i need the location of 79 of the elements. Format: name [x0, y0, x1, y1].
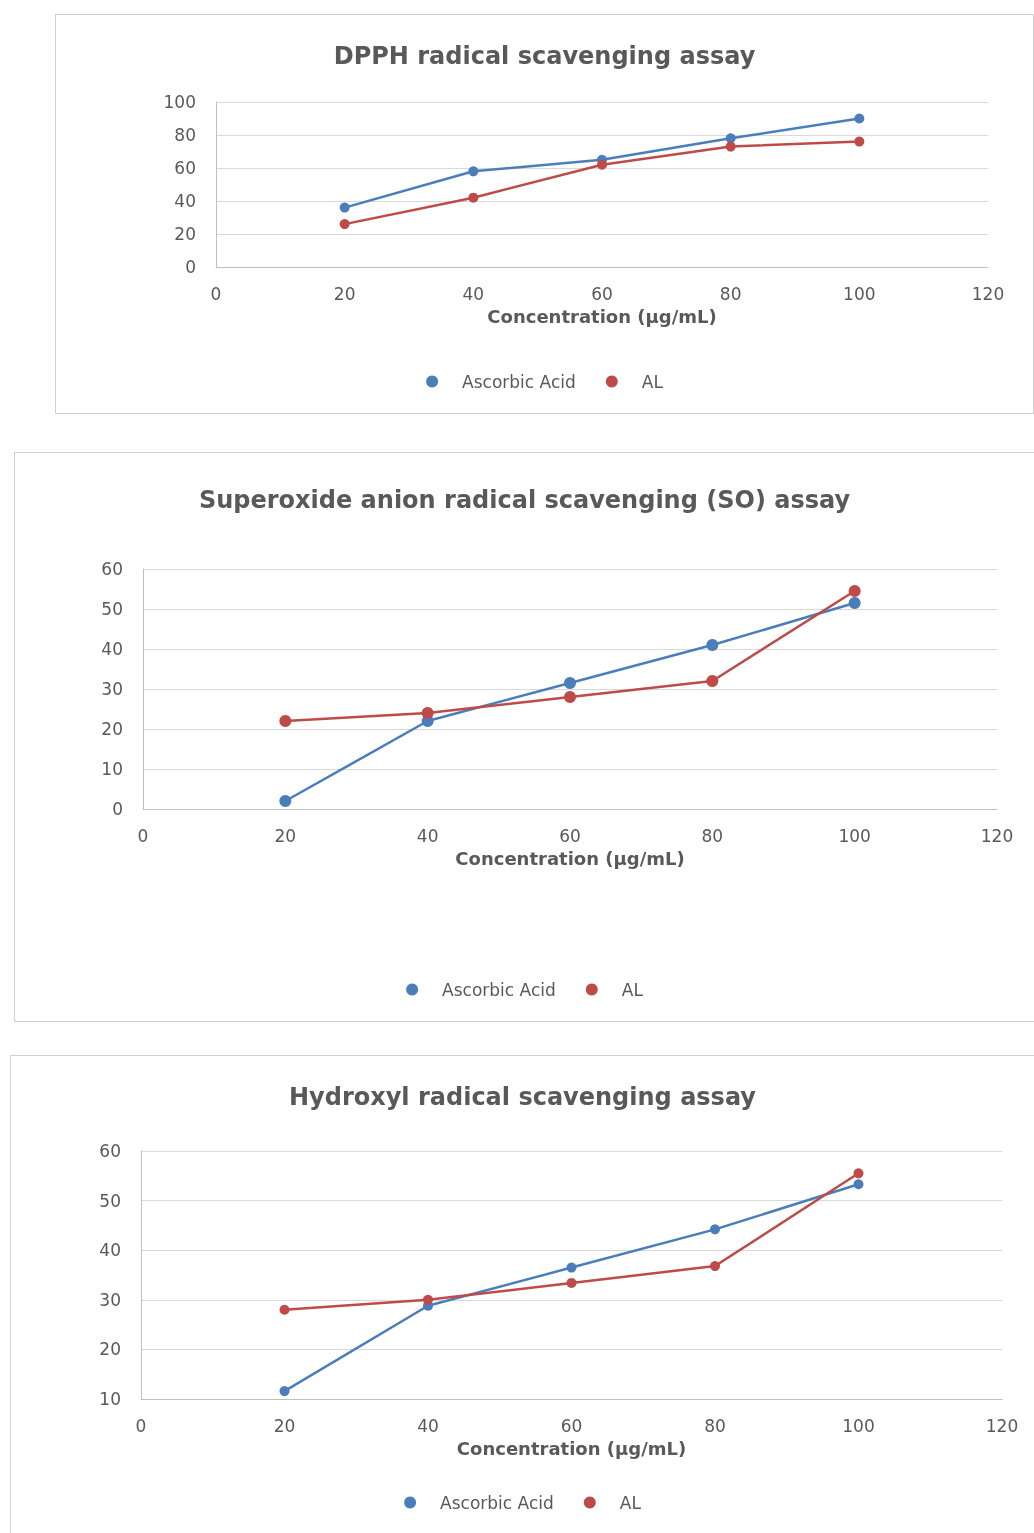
x-tick-label: 40: [462, 283, 485, 304]
legend-label: Ascorbic Acid: [462, 371, 576, 392]
point: [564, 691, 576, 703]
y-tick-label: 50: [101, 599, 123, 619]
y-tick-label: 10: [101, 759, 123, 779]
chart-title: DPPH radical scavenging assay: [333, 42, 756, 70]
x-tick-label: 20: [273, 1415, 296, 1436]
x-tick-label: 120: [985, 1415, 1019, 1436]
x-tick-label: 100: [838, 825, 871, 846]
point: [566, 1262, 577, 1273]
y-tick-label: 0: [185, 257, 196, 277]
x-axis-title: Concentration (µg/mL): [455, 847, 685, 869]
y-tick-label: 30: [101, 679, 123, 699]
point: [706, 639, 719, 651]
x-tick-label: 20: [274, 825, 297, 846]
y-tick-label: 60: [101, 559, 123, 579]
chart-title: Superoxide anion radical scavenging (SO) assay: [198, 486, 851, 514]
y-tick-label: 0: [112, 799, 123, 819]
chart-title: Hydroxyl radical scavenging assay: [289, 1083, 757, 1111]
legend-label: Ascorbic Acid: [440, 1492, 554, 1513]
point: [853, 1179, 864, 1190]
y-tick-label: 20: [174, 224, 196, 244]
point: [710, 1261, 720, 1272]
x-tick-label: 100: [843, 283, 876, 304]
y-tick-label: 30: [99, 1289, 121, 1310]
x-tick-label: 60: [591, 283, 613, 304]
point: [725, 133, 736, 144]
y-tick-label: 80: [174, 125, 196, 145]
x-tick-label: 0: [135, 1415, 147, 1436]
legend-label: AL: [641, 371, 664, 392]
x-tick-label: 80: [704, 1415, 726, 1436]
x-axis-title: Concentration (µg/mL): [487, 305, 717, 327]
legend-label: AL: [619, 1492, 642, 1513]
x-axis-title: Concentration (µg/mL): [456, 1437, 687, 1459]
point: [421, 707, 434, 719]
y-tick-label: 60: [174, 158, 196, 178]
x-tick-label: 0: [137, 825, 149, 846]
y-tick-label: 60: [99, 1141, 121, 1161]
y-tick-label: 40: [174, 191, 196, 211]
point: [468, 192, 479, 203]
y-tick-label: 20: [101, 719, 123, 739]
x-tick-label: 40: [416, 825, 439, 846]
x-tick-label: 120: [971, 283, 1005, 304]
point: [597, 159, 607, 170]
x-tick-label: 60: [559, 825, 581, 846]
point: [854, 113, 865, 124]
point: [706, 675, 719, 687]
x-tick-label: 120: [980, 825, 1014, 846]
point: [854, 136, 865, 147]
y-tick-label: 10: [99, 1389, 121, 1409]
point: [566, 1277, 577, 1288]
y-tick-label: 40: [101, 639, 123, 659]
point: [468, 166, 479, 177]
point: [339, 202, 350, 213]
y-tick-label: 50: [99, 1190, 121, 1211]
point: [279, 1386, 290, 1397]
point: [853, 1168, 864, 1179]
x-tick-label: 0: [210, 283, 222, 304]
x-tick-label: 20: [333, 283, 356, 304]
point: [279, 715, 292, 727]
point: [710, 1224, 720, 1235]
y-tick-label: 20: [99, 1339, 121, 1360]
point: [848, 597, 861, 609]
x-tick-label: 100: [842, 1415, 875, 1436]
y-tick-label: 100: [163, 92, 196, 112]
x-tick-label: 80: [701, 825, 724, 846]
point: [725, 141, 736, 152]
x-tick-label: 80: [719, 283, 742, 304]
point: [564, 677, 576, 689]
x-tick-label: 60: [560, 1415, 583, 1436]
point: [279, 795, 292, 807]
point: [423, 1294, 433, 1305]
legend-label: Ascorbic Acid: [442, 979, 556, 1000]
x-tick-label: 40: [417, 1415, 439, 1436]
y-tick-label: 40: [99, 1240, 121, 1261]
legend-label: AL: [621, 979, 644, 1000]
point: [279, 1304, 290, 1315]
point: [339, 219, 350, 230]
point: [848, 585, 861, 597]
